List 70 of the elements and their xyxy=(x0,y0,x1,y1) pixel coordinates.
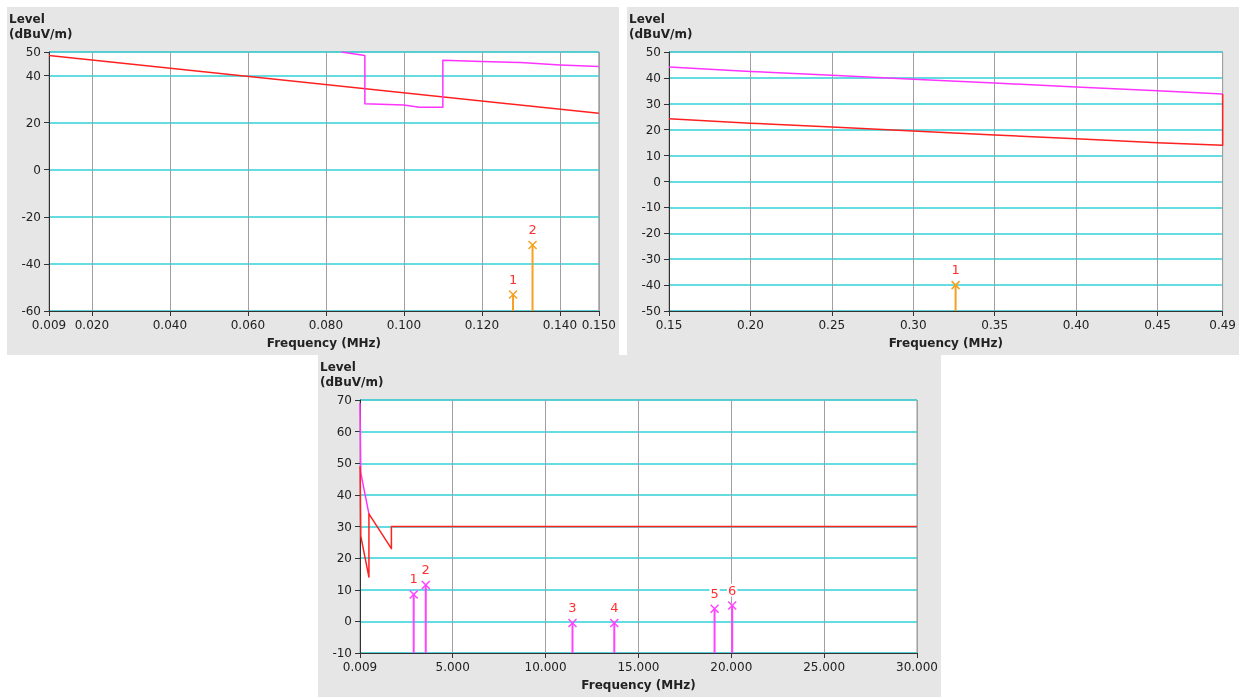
y-tick-label: 10 xyxy=(336,582,352,597)
x-tick-label: 0.080 xyxy=(308,318,344,332)
x-tick-label: 0.15 xyxy=(655,318,683,332)
y-tick-label: -10 xyxy=(641,200,661,215)
x-tick-label: 0.35 xyxy=(981,318,1009,332)
y-tick-label: 30 xyxy=(645,96,661,111)
y-tick-label: 40 xyxy=(25,68,41,83)
y-tick-label: 70 xyxy=(336,393,352,407)
x-tick-label: 0.150 xyxy=(581,318,616,332)
x-tick-label: 5.000 xyxy=(435,660,470,674)
y-tick-label: 30 xyxy=(336,519,352,534)
y-tick-label: -20 xyxy=(21,209,41,224)
line-series xyxy=(340,51,600,109)
y-tick-label: -60 xyxy=(21,304,41,318)
y-tick-label: -40 xyxy=(21,256,41,271)
y-tick-label: 40 xyxy=(645,70,661,85)
x-tick-label: 30.000 xyxy=(896,660,939,674)
x-tick-label: 0.40 xyxy=(1062,318,1090,332)
annotation: 4 xyxy=(610,599,619,615)
x-tick-label: 15.000 xyxy=(617,660,660,674)
line-series xyxy=(668,66,1224,95)
x-tick-label: 0.140 xyxy=(542,318,578,332)
line-series xyxy=(359,402,370,515)
x-tick-label: 10.000 xyxy=(524,660,567,674)
y-tick-label: 0 xyxy=(653,174,661,189)
x-tick-label: 0.060 xyxy=(230,318,266,332)
y-tick-label: 50 xyxy=(645,45,661,59)
x-tick-label: 20.000 xyxy=(710,660,753,674)
annotation: 1 xyxy=(409,571,418,587)
y-tick-label: -50 xyxy=(641,304,661,318)
y-tick-label: 20 xyxy=(645,122,661,137)
annotation: 2 xyxy=(528,222,537,238)
line-series xyxy=(668,93,1224,146)
x-tick-label: 0.100 xyxy=(386,318,422,332)
x-tick-label: 0.30 xyxy=(899,318,927,332)
y-tick-label: 60 xyxy=(336,424,352,439)
y-tick-label: 0 xyxy=(344,614,352,629)
x-axis-title: Frequency (MHz) xyxy=(888,336,1003,350)
y-axis-title: Level (dBuV/m) xyxy=(320,359,384,389)
annotation: 5 xyxy=(710,585,719,601)
y-tick-label: 50 xyxy=(336,456,352,471)
y-tick-label: 40 xyxy=(336,487,352,502)
x-tick-label: 0.25 xyxy=(818,318,846,332)
y-tick-label: -10 xyxy=(332,646,352,660)
annotation: 3 xyxy=(568,599,577,615)
y-tick-label: -40 xyxy=(641,278,661,293)
x-tick-label: 0.49 xyxy=(1209,318,1236,332)
x-axis-title: Frequency (MHz) xyxy=(266,336,382,350)
x-tick-label: 25.000 xyxy=(803,660,846,674)
annotation: 1 xyxy=(508,271,518,287)
x-axis-title: Frequency (MHz) xyxy=(581,678,696,692)
x-tick-label: 0.120 xyxy=(464,318,500,332)
y-axis-title: Level (dBuV/m) xyxy=(9,11,73,41)
y-tick-label: -20 xyxy=(641,226,661,241)
x-tick-label: 0.040 xyxy=(152,318,188,332)
y-tick-label: 0 xyxy=(33,162,41,177)
x-tick-label: 0.009 xyxy=(31,318,67,332)
annotation: 6 xyxy=(728,582,737,598)
y-axis-title: Level (dBuV/m) xyxy=(629,11,693,41)
y-tick-label: 10 xyxy=(645,148,661,163)
x-tick-label: 0.20 xyxy=(737,318,764,332)
y-tick-label: 20 xyxy=(336,551,352,566)
annotation: 2 xyxy=(421,562,430,578)
y-tick-label: 50 xyxy=(25,45,41,59)
x-tick-label: 0.009 xyxy=(342,660,378,674)
y-tick-label: 20 xyxy=(25,115,41,130)
annotation: 1 xyxy=(951,262,960,278)
x-tick-label: 0.45 xyxy=(1144,318,1171,332)
y-tick-label: -30 xyxy=(641,252,661,267)
x-tick-label: 0.020 xyxy=(74,318,110,332)
